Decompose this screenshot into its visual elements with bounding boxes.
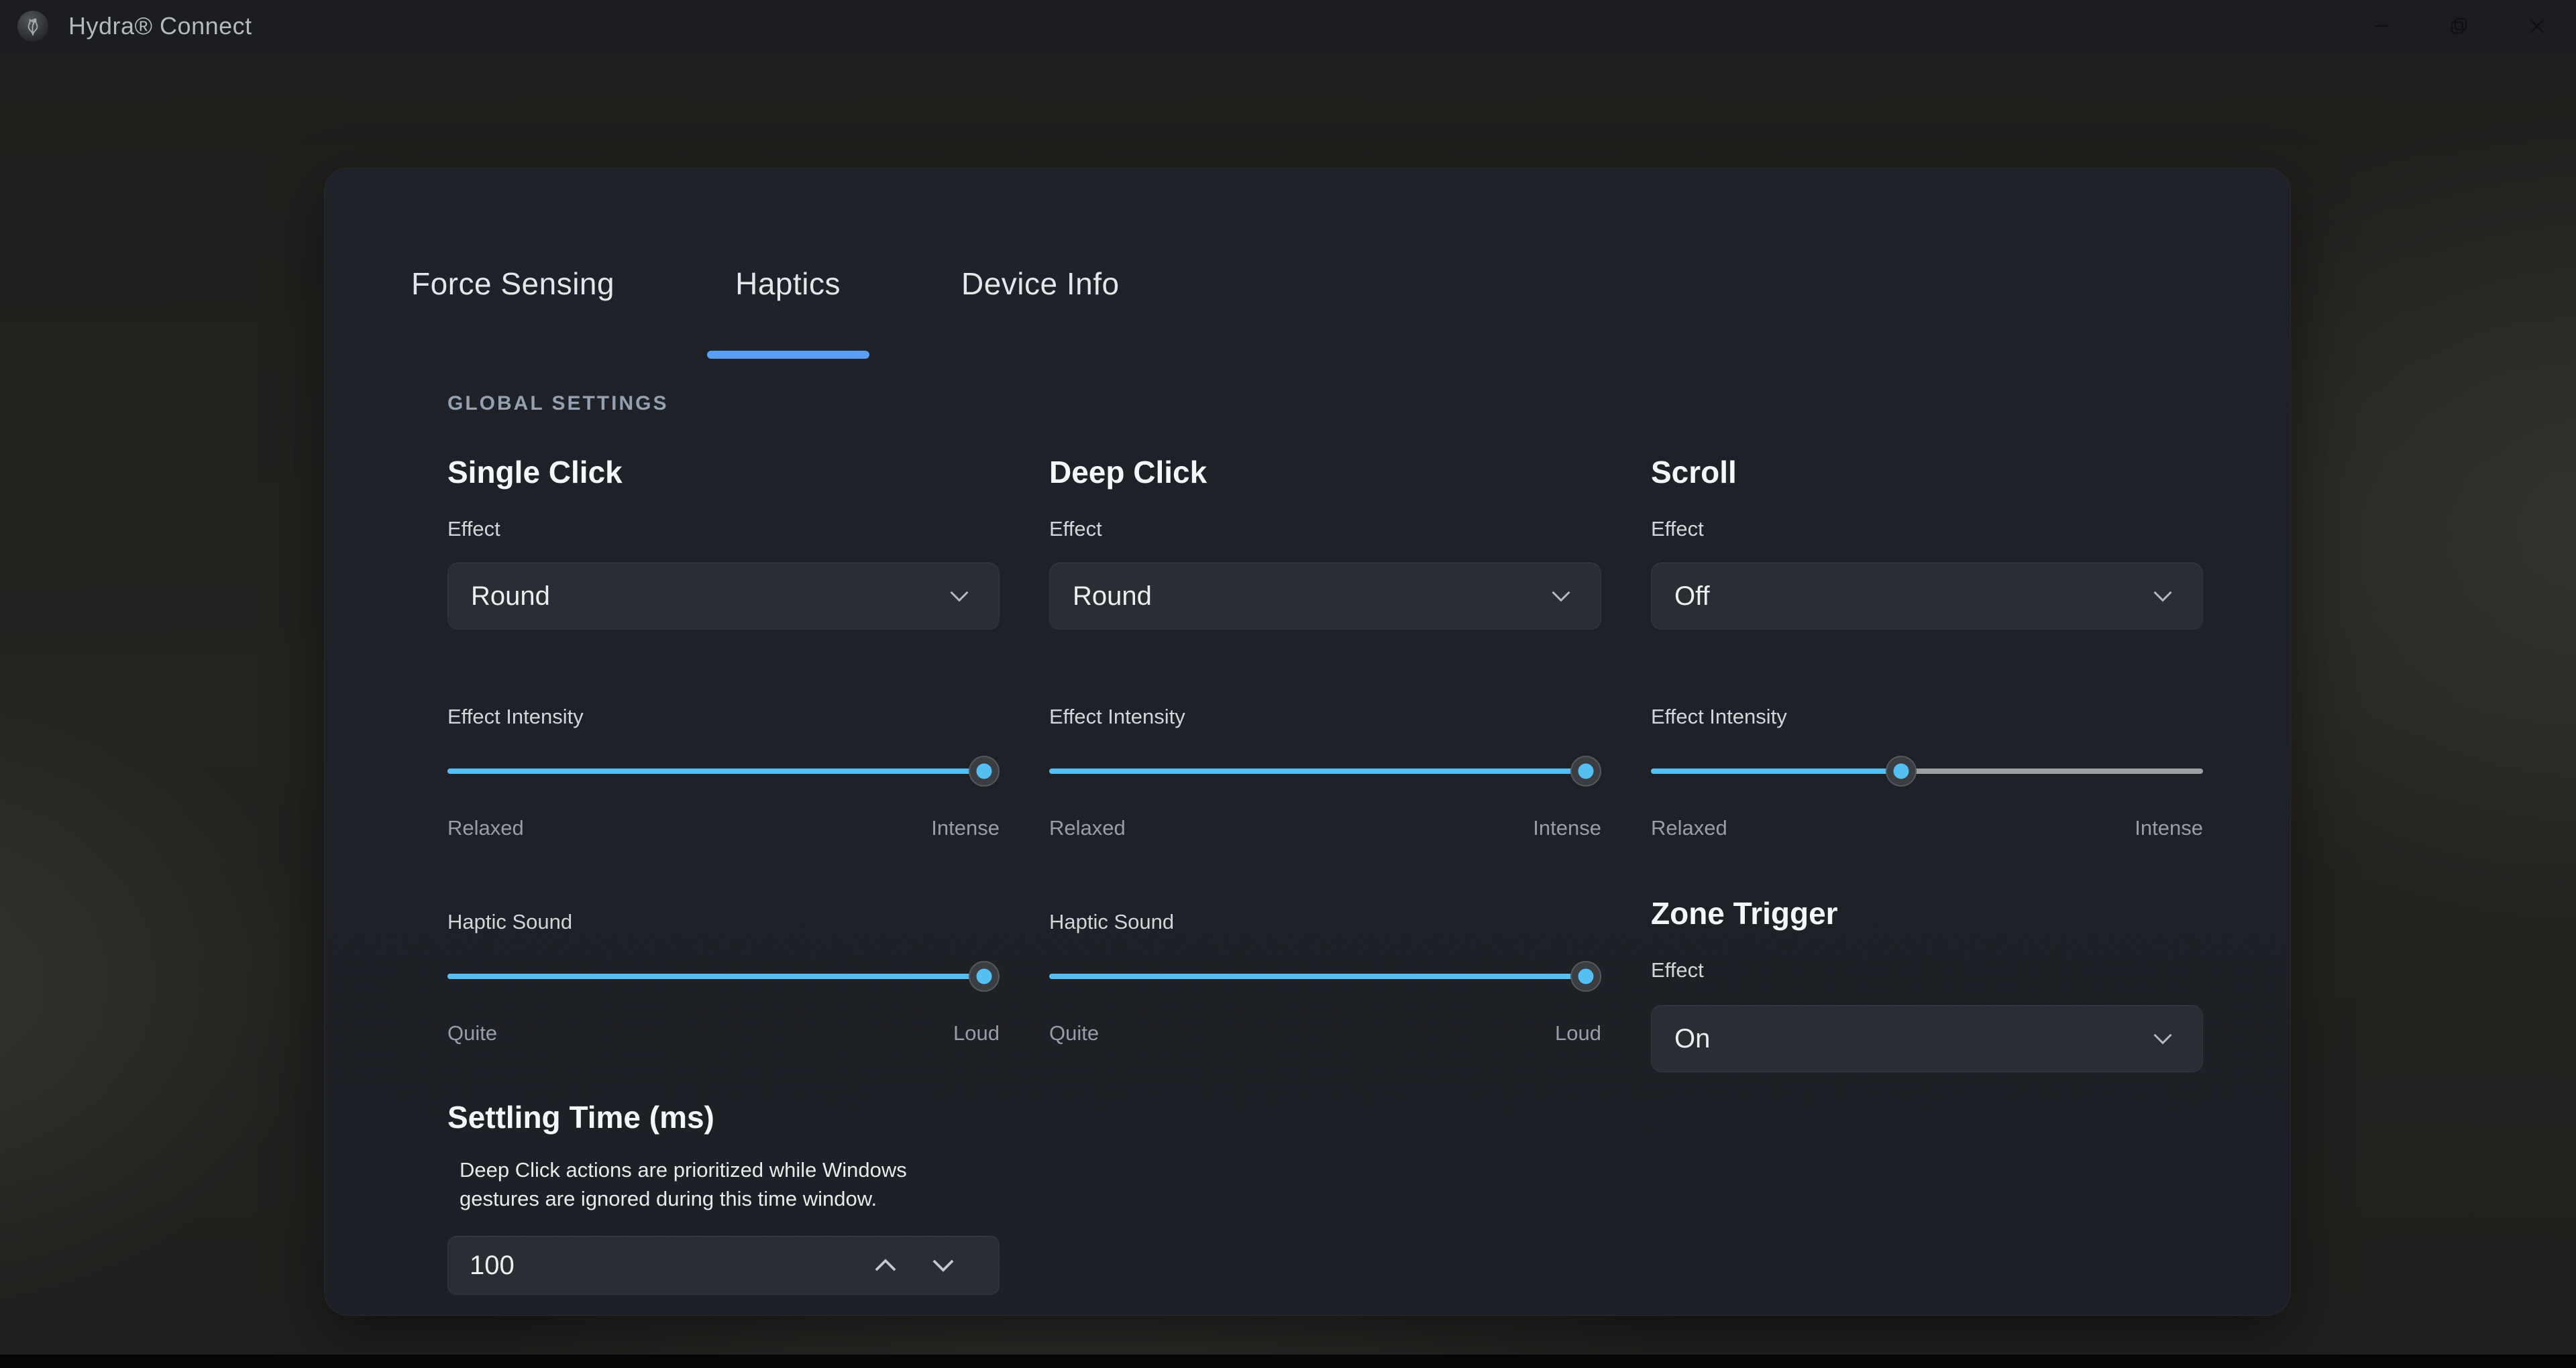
effect-intensity-label: Effect Intensity xyxy=(447,705,584,728)
settling-time-decrement-button[interactable] xyxy=(914,1259,972,1272)
slider-fill xyxy=(1651,768,1913,774)
single-click-effect-dropdown[interactable]: Round xyxy=(447,563,1000,630)
slider-track xyxy=(447,768,1000,774)
deep-click-effect-dropdown[interactable]: Round xyxy=(1049,563,1601,630)
slider-track xyxy=(447,974,1000,979)
maximize-button[interactable] xyxy=(2420,0,2498,52)
slider-max-label: Intense xyxy=(1533,816,1601,840)
scroll-intensity-slider[interactable] xyxy=(1651,756,2203,787)
settling-time-value: 100 xyxy=(470,1250,515,1280)
effect-intensity-label: Effect Intensity xyxy=(1049,705,1185,728)
dropdown-value: On xyxy=(1674,1023,1711,1053)
effect-label: Effect xyxy=(1651,517,1704,540)
effect-label: Effect xyxy=(1651,958,1704,982)
scroll-title: Scroll xyxy=(1651,455,1737,490)
chevron-down-icon xyxy=(950,591,969,602)
zone-trigger-effect-dropdown[interactable]: On xyxy=(1651,1005,2203,1072)
slider-handle[interactable] xyxy=(969,756,1000,787)
slider-track xyxy=(1651,768,2203,774)
deep-click-column: Deep Click Effect Round Effect Intensity… xyxy=(1049,453,1601,1295)
slider-max-label: Loud xyxy=(1555,1021,1601,1045)
single-click-title: Single Click xyxy=(447,455,623,490)
chevron-down-icon xyxy=(2153,591,2172,602)
single-click-column: Single Click Effect Round Effect Intensi… xyxy=(447,453,1000,1295)
slider-handle[interactable] xyxy=(1570,756,1601,787)
settling-time-increment-button[interactable] xyxy=(857,1259,914,1272)
title-bar: Hydra® Connect xyxy=(0,0,2576,52)
settings-grid: Single Click Effect Round Effect Intensi… xyxy=(447,453,2203,1295)
tab-force-sensing[interactable]: Force Sensing xyxy=(411,265,614,359)
haptic-sound-label: Haptic Sound xyxy=(1049,910,1175,933)
chevron-down-icon xyxy=(932,1259,954,1272)
bottom-edge-strip xyxy=(0,1355,2576,1368)
chevron-down-icon xyxy=(1552,591,1570,602)
slider-fill xyxy=(1049,768,1597,774)
slider-max-label: Loud xyxy=(953,1021,1000,1045)
single-click-intensity-slider[interactable] xyxy=(447,756,1000,787)
dropdown-value: Round xyxy=(1073,581,1152,611)
dropdown-value: Off xyxy=(1674,581,1710,611)
slider-track xyxy=(1049,974,1601,979)
slider-fill xyxy=(447,768,996,774)
hydra-logo-icon xyxy=(17,11,48,42)
window-controls xyxy=(2343,0,2576,52)
slider-min-label: Relaxed xyxy=(1049,816,1126,840)
dropdown-value: Round xyxy=(471,581,550,611)
single-click-sound-slider[interactable] xyxy=(447,961,1000,992)
minimize-button[interactable] xyxy=(2343,0,2420,52)
close-button[interactable] xyxy=(2498,0,2576,52)
effect-label: Effect xyxy=(1049,517,1102,540)
slider-handle[interactable] xyxy=(969,961,1000,992)
slider-handle[interactable] xyxy=(1885,756,1917,787)
slider-max-label: Intense xyxy=(931,816,1000,840)
settings-card: Force Sensing Haptics Device Info GLOBAL… xyxy=(324,168,2291,1316)
settling-time-title: Settling Time (ms) xyxy=(447,1100,714,1135)
settling-time-input[interactable]: 100 xyxy=(447,1236,1000,1295)
slider-min-label: Relaxed xyxy=(447,816,524,840)
slider-min-label: Quite xyxy=(447,1021,498,1045)
deep-click-intensity-slider[interactable] xyxy=(1049,756,1601,787)
scroll-effect-dropdown[interactable]: Off xyxy=(1651,563,2203,630)
slider-fill xyxy=(1049,974,1597,979)
slider-max-label: Intense xyxy=(2135,816,2203,840)
deep-click-title: Deep Click xyxy=(1049,455,1208,490)
chevron-down-icon xyxy=(2153,1033,2172,1045)
global-settings-label: GLOBAL SETTINGS xyxy=(447,392,669,414)
slider-track xyxy=(1049,768,1601,774)
slider-min-label: Quite xyxy=(1049,1021,1099,1045)
slider-handle[interactable] xyxy=(1570,961,1601,992)
chevron-up-icon xyxy=(875,1259,896,1271)
haptic-sound-label: Haptic Sound xyxy=(447,910,573,933)
tab-bar: Force Sensing Haptics Device Info xyxy=(411,265,2203,359)
tab-haptics[interactable]: Haptics xyxy=(735,265,841,359)
tab-device-info[interactable]: Device Info xyxy=(961,265,1120,359)
zone-trigger-title: Zone Trigger xyxy=(1651,896,1838,931)
effect-label: Effect xyxy=(447,517,500,540)
slider-fill xyxy=(447,974,996,979)
window-title: Hydra® Connect xyxy=(68,12,252,40)
effect-intensity-label: Effect Intensity xyxy=(1651,705,1787,728)
deep-click-sound-slider[interactable] xyxy=(1049,961,1601,992)
settling-time-description: Deep Click actions are prioritized while… xyxy=(460,1158,907,1210)
scroll-column: Scroll Effect Off Effect Intensity Relax… xyxy=(1651,453,2203,1295)
slider-min-label: Relaxed xyxy=(1651,816,1727,840)
